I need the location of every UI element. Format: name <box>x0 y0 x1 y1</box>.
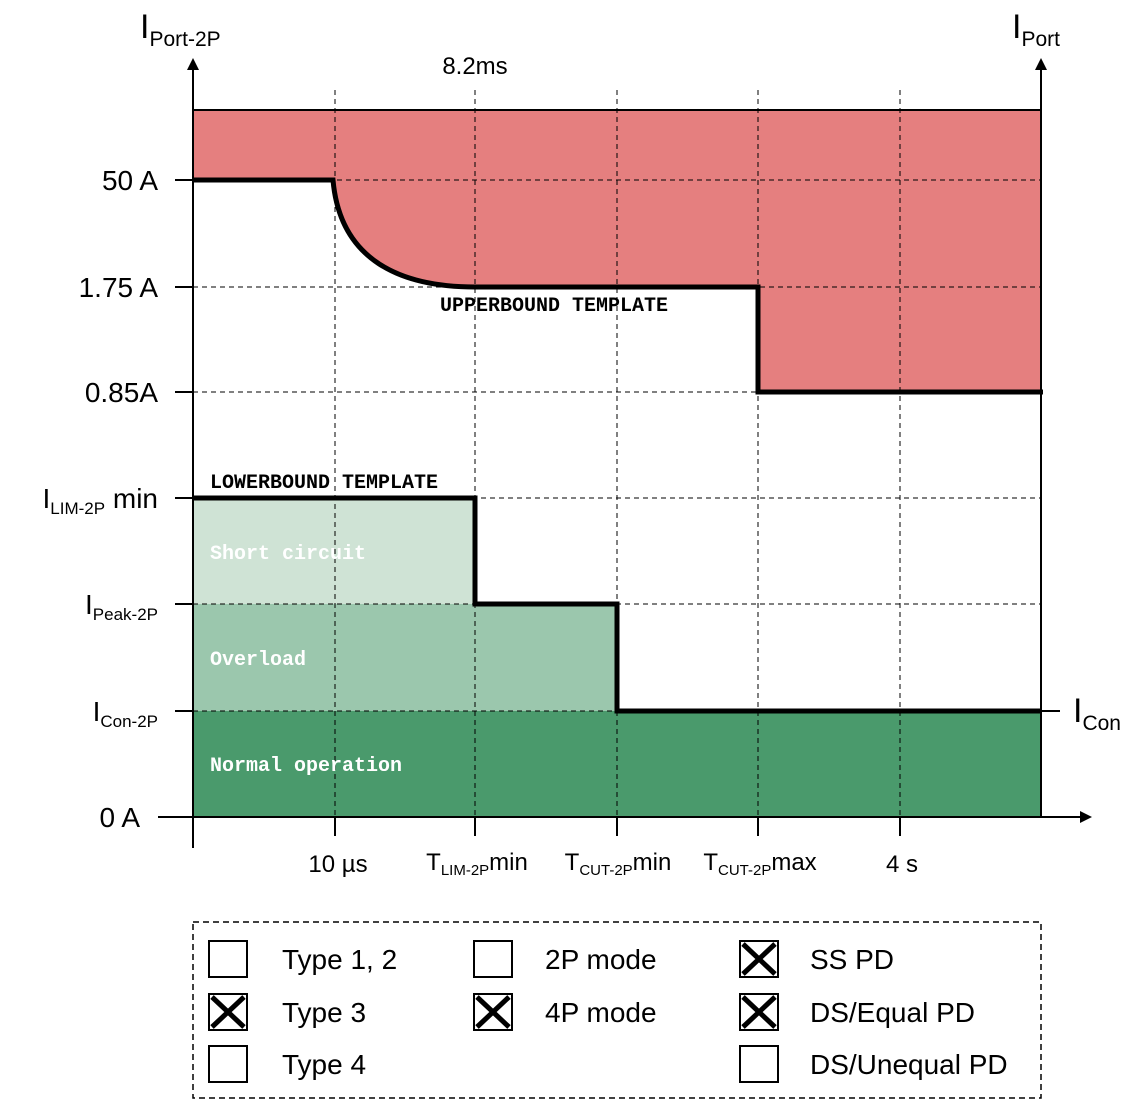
normal-operation-label: Normal operation <box>210 755 402 778</box>
legend-label: 4P mode <box>545 997 657 1028</box>
left-axis-title-sub: Port-2P <box>149 28 220 51</box>
y-tick-main: 0.85A <box>85 377 158 408</box>
x-tick-main: T <box>426 849 441 876</box>
x-tick-suffix: min <box>489 849 528 876</box>
legend-label: Type 3 <box>282 997 366 1028</box>
time-marker-label: 8.2ms <box>442 53 507 80</box>
right-axis-title: IPort <box>1012 8 1060 51</box>
legend-checkbox-2 <box>208 1045 248 1083</box>
legend-check-4 <box>475 995 511 1029</box>
legend-check-1 <box>210 995 246 1029</box>
upperbound-region <box>193 110 1041 392</box>
normal-operation-region <box>193 711 1041 817</box>
right-axis-title-sub: Port <box>1021 28 1060 51</box>
x-tick-sub: CUT-2P <box>579 862 632 879</box>
legend-item-4p-mode: 4P mode <box>473 993 657 1031</box>
left-axis-title-main: I <box>140 8 149 46</box>
legend-border <box>192 921 1042 1099</box>
legend-checkbox-3 <box>473 940 513 978</box>
legend-label: Type 4 <box>282 1049 366 1080</box>
legend-item-type-3: Type 3 <box>208 993 366 1031</box>
y-tick-label: 0 A <box>100 802 141 833</box>
x-tick-main: 10 µs <box>308 851 367 878</box>
upperbound-template-label: UPPERBOUND TEMPLATE <box>440 295 668 318</box>
x-tick-suffix: max <box>771 849 816 876</box>
x-tick-labels: 10 µs TLIM-2Pmin TCUT-2Pmin TCUT-2Pmax 4… <box>308 849 918 879</box>
y-tick-main: 0 A <box>100 802 141 833</box>
lowerbound-template-line <box>193 495 1041 714</box>
x-tick-marks <box>334 817 901 836</box>
x-tick-main: T <box>565 849 580 876</box>
right-axis-title-main: I <box>1012 8 1021 46</box>
y-tick-suffix: min <box>105 483 158 514</box>
x-tick-main: T <box>703 849 718 876</box>
y-tick-label: 50 A <box>102 165 158 196</box>
x-tick-label: TLIM-2Pmin <box>426 849 528 879</box>
right-end-label-sub: Con <box>1082 712 1121 735</box>
right-end-label: ICon <box>1073 692 1121 735</box>
y-tick-label: ICon-2P <box>93 696 158 731</box>
y-tick-main: 50 A <box>102 165 158 196</box>
y-tick-label: 0.85A <box>85 377 158 408</box>
x-tick-label: 4 s <box>886 851 918 878</box>
legend: Type 1, 2 Type 3 Type 4 2P mode 4P mode … <box>192 921 1042 1099</box>
y-tick-main: I <box>43 483 51 514</box>
lowerbound-template-label: LOWERBOUND TEMPLATE <box>210 472 438 495</box>
upperbound-template-line <box>193 177 1043 395</box>
legend-check-5 <box>741 942 777 976</box>
legend-item-type-4: Type 4 <box>208 1045 366 1083</box>
y-tick-label: ILIM-2P min <box>43 483 158 518</box>
legend-checkbox-0 <box>208 940 248 978</box>
x-tick-suffix: min <box>633 849 672 876</box>
legend-label: DS/Unequal PD <box>810 1049 1008 1080</box>
legend-checkbox-7 <box>739 1045 779 1083</box>
legend-item-ds-equal-pd: DS/Equal PD <box>739 993 975 1031</box>
y-tick-labels: 50 A 1.75 A 0.85A ILIM-2P min IPeak-2P I… <box>43 165 159 833</box>
legend-label: Type 1, 2 <box>282 944 397 975</box>
y-tick-main: I <box>85 589 93 620</box>
x-tick-main: 4 s <box>886 851 918 878</box>
legend-item-2p-mode: 2P mode <box>473 940 657 978</box>
legend-label: SS PD <box>810 944 894 975</box>
x-tick-sub: CUT-2P <box>718 862 771 879</box>
x-tick-sub: LIM-2P <box>441 862 489 879</box>
x-tick-label: 10 µs <box>308 851 367 878</box>
y-tick-sub: Con-2P <box>100 712 158 731</box>
legend-label: 2P mode <box>545 944 657 975</box>
right-end-label-main: I <box>1073 692 1082 730</box>
overload-label: Overload <box>210 649 306 672</box>
legend-item-ds-unequal-pd: DS/Unequal PD <box>739 1045 1008 1083</box>
legend-check-6 <box>741 995 777 1029</box>
x-tick-label: TCUT-2Pmax <box>703 849 816 879</box>
y-tick-main: 1.75 A <box>79 272 159 303</box>
short-circuit-label: Short circuit <box>210 543 366 566</box>
overload-region <box>193 604 617 711</box>
legend-item-type-1-2: Type 1, 2 <box>208 940 397 978</box>
y-tick-label: 1.75 A <box>79 272 159 303</box>
y-tick-sub: LIM-2P <box>50 499 105 518</box>
x-tick-label: TCUT-2Pmin <box>565 849 672 879</box>
short-circuit-region <box>193 498 475 604</box>
y-tick-sub: Peak-2P <box>93 605 158 624</box>
y-tick-label: IPeak-2P <box>85 589 158 624</box>
y-tick-main: I <box>93 696 101 727</box>
y-tick-marks <box>175 179 1060 712</box>
legend-label: DS/Equal PD <box>810 997 975 1028</box>
left-axis-title: IPort-2P <box>140 8 221 51</box>
legend-item-ss-pd: SS PD <box>739 940 894 978</box>
